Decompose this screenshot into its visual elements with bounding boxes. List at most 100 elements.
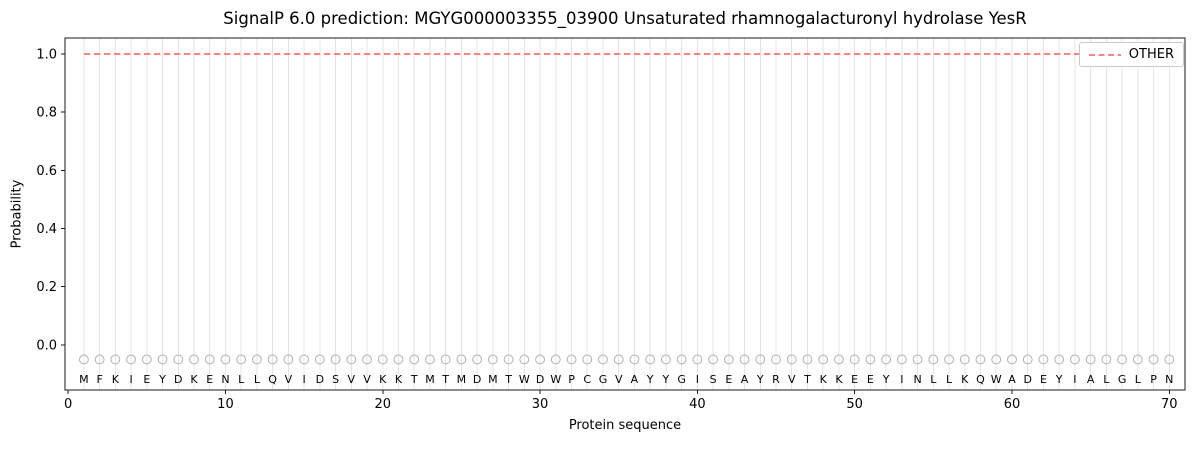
residue-marker — [1101, 354, 1112, 365]
residue-letter: V — [788, 373, 796, 386]
legend-box: OTHER — [1078, 42, 1184, 67]
residue-letter: Q — [268, 373, 277, 386]
residue-marker — [1085, 354, 1096, 365]
residue-letter: Q — [976, 373, 985, 386]
residue-letter: I — [302, 373, 305, 386]
x-tick-label: 70 — [1161, 397, 1178, 412]
residue-marker — [944, 354, 954, 365]
residue-letter: K — [379, 373, 387, 386]
residue-letter: A — [1087, 373, 1095, 386]
residue-letter: E — [851, 373, 858, 386]
residue-marker — [786, 354, 797, 365]
residue-marker — [1148, 354, 1159, 365]
residue-letter: Y — [756, 373, 764, 386]
residue-letter: D — [316, 373, 324, 386]
residue-letter: L — [1103, 373, 1110, 386]
y-tick-label: 0.0 — [36, 338, 57, 353]
residue-letter: E — [867, 373, 874, 386]
residue-marker — [267, 354, 278, 365]
residue-letter: L — [946, 373, 953, 386]
residue-marker — [818, 354, 829, 365]
residue-marker — [126, 354, 136, 365]
residue-marker — [1038, 354, 1049, 365]
y-tick-label: 0.4 — [36, 222, 57, 237]
residue-marker — [708, 354, 718, 365]
residue-marker — [1007, 354, 1017, 365]
residue-letter: I — [1073, 373, 1076, 386]
residue-marker — [771, 354, 781, 365]
residue-marker — [676, 354, 687, 365]
residue-marker — [928, 354, 939, 365]
residue-marker — [110, 354, 121, 365]
residue-marker — [299, 354, 310, 365]
residue-letter: M — [79, 373, 89, 386]
legend-dashed-line-sample — [1088, 53, 1121, 56]
residue-letter: E — [143, 373, 150, 386]
residue-letter: P — [1150, 373, 1157, 386]
residue-letter: Y — [646, 373, 654, 386]
residue-letter: K — [820, 373, 828, 386]
residue-marker — [519, 354, 530, 365]
residue-letter: W — [550, 373, 561, 386]
residue-letter: Y — [662, 373, 670, 386]
residue-marker — [959, 354, 970, 365]
residue-letter: D — [473, 373, 481, 386]
residue-marker — [204, 354, 215, 365]
residue-letter: C — [583, 373, 591, 386]
residue-marker — [220, 354, 231, 365]
residue-marker — [377, 354, 388, 365]
residue-letter: V — [363, 373, 371, 386]
x-tick-label: 40 — [689, 397, 706, 412]
residue-letter: Y — [1055, 373, 1063, 386]
residue-marker — [330, 354, 341, 365]
residue-letter: G — [677, 373, 686, 386]
residue-letter: F — [96, 373, 102, 386]
residue-marker — [283, 354, 294, 365]
x-tick-label: 30 — [532, 397, 549, 412]
residue-letter: K — [112, 373, 120, 386]
residue-letter: K — [961, 373, 969, 386]
legend-entry-label: OTHER — [1128, 47, 1174, 62]
plot-frame — [64, 37, 1186, 391]
residue-letter: I — [129, 373, 132, 386]
residue-marker — [896, 354, 907, 365]
residue-marker — [456, 354, 467, 365]
residue-letter: N — [913, 373, 921, 386]
residue-letter: V — [285, 373, 293, 386]
residue-marker — [1132, 354, 1143, 365]
residue-letter: T — [441, 373, 449, 386]
x-tick-label: 20 — [374, 397, 391, 412]
residue-letter: T — [803, 373, 811, 386]
residue-marker — [346, 354, 357, 365]
residue-letter: I — [900, 373, 903, 386]
residue-letter: K — [190, 373, 198, 386]
residue-letter: D — [1023, 373, 1031, 386]
y-tick-label: 0.8 — [36, 106, 57, 121]
residue-marker — [503, 354, 514, 365]
residue-letter: A — [631, 373, 639, 386]
residue-letter: N — [1165, 373, 1173, 386]
residue-marker — [1117, 354, 1127, 365]
residue-marker — [141, 354, 152, 365]
residue-marker — [613, 354, 624, 365]
residue-marker — [660, 354, 671, 365]
residue-marker — [849, 354, 860, 365]
residue-marker — [472, 354, 483, 365]
residue-letter: L — [1135, 373, 1142, 386]
residue-marker — [189, 354, 199, 365]
residue-letter: M — [425, 373, 435, 386]
residue-marker — [723, 354, 734, 365]
residue-marker — [173, 354, 184, 365]
residue-letter: W — [991, 373, 1002, 386]
residue-marker — [314, 354, 325, 365]
residue-letter: D — [174, 373, 182, 386]
residue-marker — [550, 354, 561, 365]
residue-marker — [535, 354, 545, 365]
x-tick-label: 10 — [217, 397, 234, 412]
residue-letter: Y — [158, 373, 166, 386]
residue-letter: S — [710, 373, 717, 386]
residue-marker — [598, 354, 608, 365]
chart-title: SignalP 6.0 prediction: MGYG000003355_03… — [223, 9, 1027, 28]
residue-marker — [425, 354, 435, 365]
